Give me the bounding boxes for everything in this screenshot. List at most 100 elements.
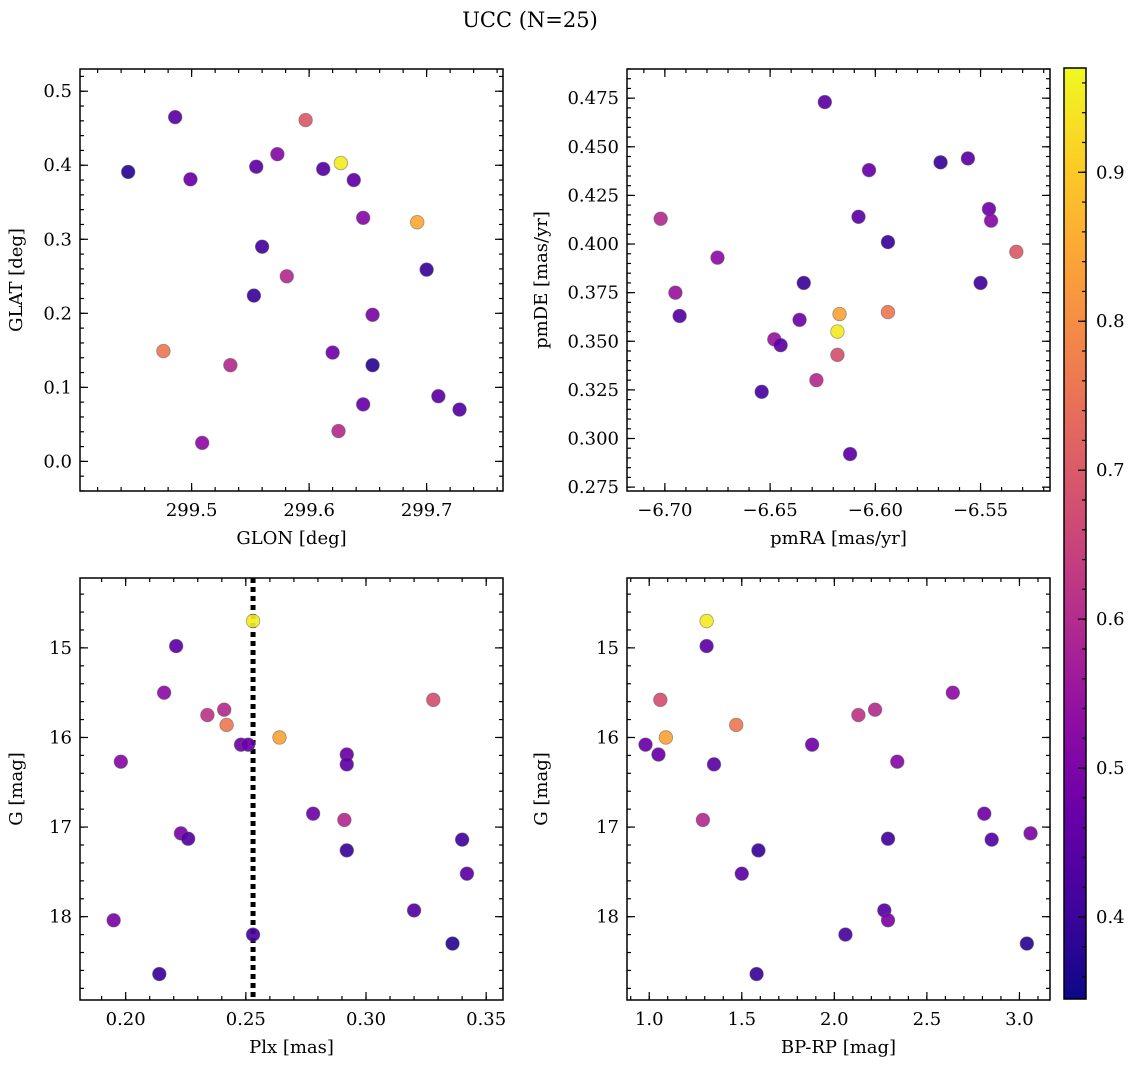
scatter-point xyxy=(796,275,811,291)
scatter-point xyxy=(200,707,215,723)
scatter-point xyxy=(977,806,992,821)
scatter-point xyxy=(223,357,238,373)
y-tick-label: 0.425 xyxy=(567,185,619,206)
scatter-point xyxy=(651,747,666,762)
scatter-point xyxy=(459,866,475,881)
scatter-point xyxy=(339,757,354,772)
x-tick-label: −6.55 xyxy=(953,500,1008,521)
colorbar-tick-label: 0.7 xyxy=(1096,460,1125,481)
scatter-point xyxy=(454,832,470,847)
scatter-point xyxy=(246,288,262,303)
scatter-point xyxy=(749,966,764,982)
scatter-point xyxy=(861,162,877,178)
scatter-point xyxy=(245,927,261,942)
y-tick-label: 18 xyxy=(596,907,619,928)
scatter-point xyxy=(406,903,422,918)
scatter-point xyxy=(355,210,371,226)
scatter-point xyxy=(638,737,653,752)
y-axis-label: G [mag] xyxy=(531,752,552,825)
x-tick-label: 3.0 xyxy=(1005,1009,1034,1030)
y-tick-label: 0.375 xyxy=(567,283,619,304)
scatter-point xyxy=(658,730,674,745)
panel-glon-glat: 299.5 299.6 299.7 0.0 0.1 0.2 0.3 0.4 0.5 GLON [d… xyxy=(6,68,504,549)
colorbar-tick-label: 0.6 xyxy=(1096,609,1125,630)
scatter-point xyxy=(167,109,183,125)
scatter-point xyxy=(452,402,467,417)
y-tick-label: 16 xyxy=(596,727,619,748)
y-tick-label: 0.475 xyxy=(567,88,619,109)
scatter-point xyxy=(337,812,352,828)
scatter-point xyxy=(241,737,256,752)
scatter-point xyxy=(249,159,264,174)
scatter-point xyxy=(817,94,833,110)
scatter-point xyxy=(152,966,167,982)
y-tick-label: 0.1 xyxy=(43,377,72,398)
scatter-point xyxy=(298,112,313,128)
scatter-point xyxy=(773,337,788,353)
y-tick-label: 0.325 xyxy=(567,380,619,401)
x-axis-label: GLON [deg] xyxy=(236,528,346,549)
scatter-point xyxy=(180,831,196,846)
x-tick-label: 1.5 xyxy=(727,1009,756,1030)
scatter-point xyxy=(156,685,172,700)
x-tick-label: 0.30 xyxy=(346,1009,386,1030)
scatter-point xyxy=(981,201,997,217)
scatter-point xyxy=(365,357,380,373)
scatter-point xyxy=(106,913,121,928)
y-tick-label: 0.3 xyxy=(43,229,72,250)
x-tick-label: 299.5 xyxy=(166,500,218,521)
scatter-point xyxy=(431,389,446,404)
scatter-point xyxy=(880,304,896,320)
scatter-point xyxy=(890,754,905,769)
y-tick-label: 18 xyxy=(49,907,72,928)
scatter-point xyxy=(305,806,321,821)
scatter-point xyxy=(194,435,210,451)
scatter-point xyxy=(699,613,714,629)
scatter-point xyxy=(710,250,725,265)
x-tick-label: 2.5 xyxy=(913,1009,942,1030)
x-tick-label: 299.7 xyxy=(401,500,453,521)
x-tick-label: 1.0 xyxy=(635,1009,664,1030)
scatter-point xyxy=(426,692,441,708)
scatter-point xyxy=(1009,244,1024,260)
plot-frame xyxy=(626,68,1051,492)
y-tick-label: 16 xyxy=(49,727,72,748)
scatter-point xyxy=(668,285,683,300)
scatter-point xyxy=(973,275,988,291)
scatter-point xyxy=(804,737,820,752)
x-tick-label: −6.70 xyxy=(637,500,692,521)
plot-frame xyxy=(79,68,504,492)
colorbar-gradient xyxy=(1064,68,1086,999)
scatter-point xyxy=(851,209,866,224)
scatter-point xyxy=(983,213,999,228)
y-tick-label: 0.4 xyxy=(43,155,72,176)
x-axis-label: Plx [mas] xyxy=(249,1037,334,1058)
scatter-point xyxy=(272,730,287,745)
colorbar-tick-label: 0.4 xyxy=(1096,907,1125,928)
scatter-point xyxy=(945,685,961,700)
x-tick-label: 2.0 xyxy=(820,1009,849,1030)
scatter-point xyxy=(113,754,129,769)
scatter-point xyxy=(168,638,184,654)
panel-plx-g: 0.20 0.25 0.30 0.35 15 16 17 18 Plx [mas] G [mag] xyxy=(6,577,506,1058)
colorbar: 0.4 0.5 0.6 0.7 0.8 0.9 xyxy=(1063,67,1125,1000)
scatter-point xyxy=(751,843,766,858)
scatter-point xyxy=(851,707,866,723)
scatter-point xyxy=(325,345,340,360)
scatter-point xyxy=(830,324,845,339)
scatter-point xyxy=(339,843,354,858)
scatter-point xyxy=(254,239,270,254)
scatter-point xyxy=(838,927,853,942)
scatter-point xyxy=(365,307,380,322)
x-tick-label: 0.35 xyxy=(466,1009,506,1030)
y-tick-label: 0.450 xyxy=(567,137,619,158)
y-tick-label: 0.275 xyxy=(567,477,619,498)
scatter-point xyxy=(331,423,346,439)
y-tick-label: 17 xyxy=(49,817,72,838)
scatter-point xyxy=(270,146,285,162)
scatter-point xyxy=(183,172,198,187)
colorbar-frame xyxy=(1063,67,1087,1000)
scatter-point xyxy=(653,211,668,226)
scatter-point xyxy=(156,343,171,359)
scatter-point xyxy=(672,308,687,324)
